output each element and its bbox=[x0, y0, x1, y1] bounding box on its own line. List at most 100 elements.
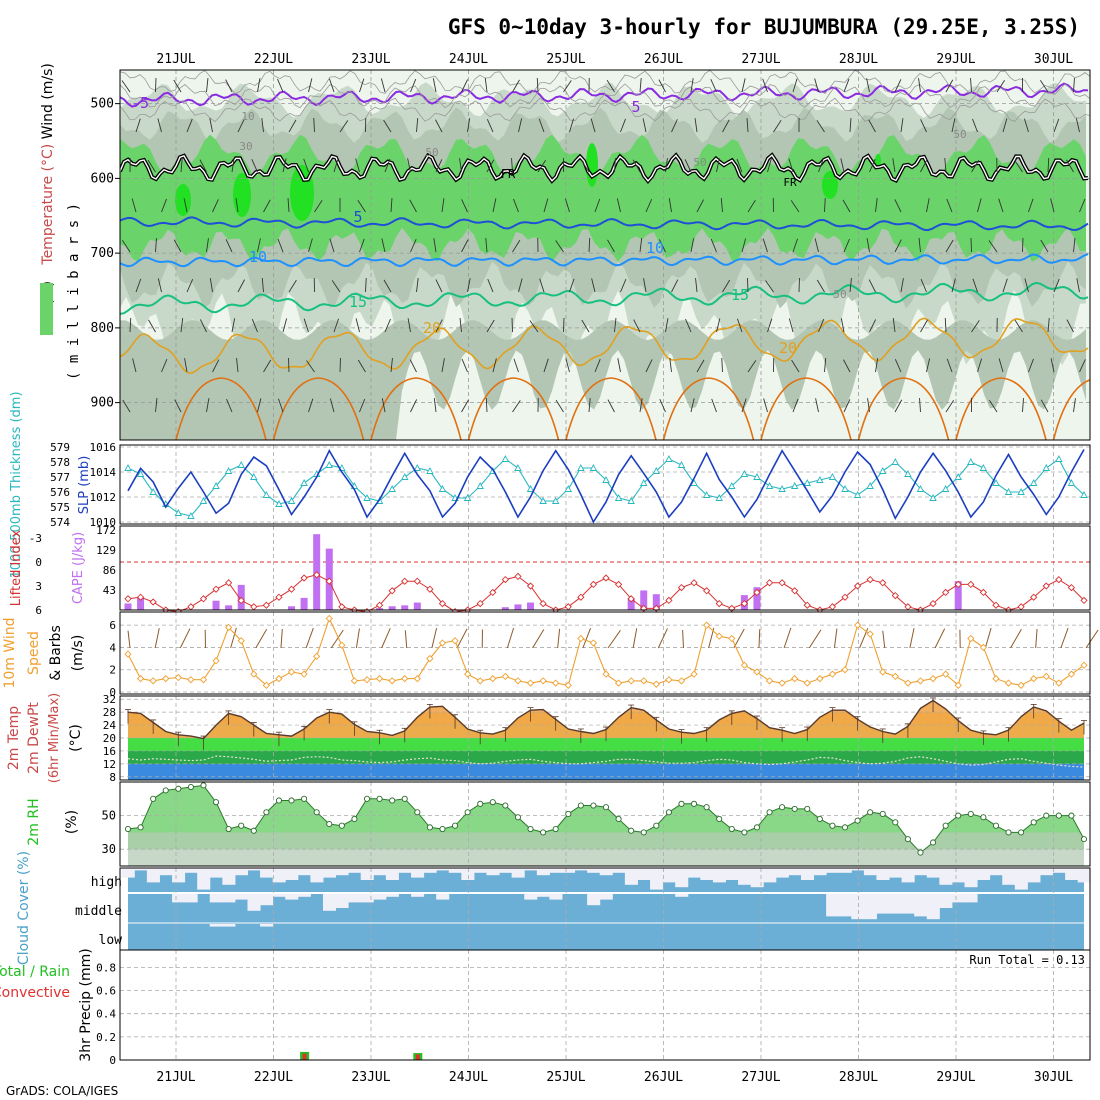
wind-barb bbox=[306, 360, 315, 373]
wind-barb bbox=[226, 398, 233, 413]
surface-wind-barb bbox=[305, 627, 314, 649]
wind-barb bbox=[919, 398, 921, 413]
wind-speed-marker bbox=[891, 672, 899, 681]
wind-speed-marker bbox=[652, 680, 660, 688]
wind-barb bbox=[790, 200, 800, 213]
li-marker bbox=[426, 585, 434, 593]
precip-panel-bg bbox=[120, 950, 1090, 1060]
date-label-bottom: 26JUL bbox=[644, 1070, 683, 1085]
wind-barb bbox=[512, 239, 521, 253]
rh-legend-swatch bbox=[40, 283, 53, 335]
date-label-bottom: 27JUL bbox=[741, 1070, 780, 1085]
wind-barb bbox=[590, 118, 596, 133]
date-label-bottom: 25JUL bbox=[546, 1070, 585, 1085]
contour-temp-25 bbox=[175, 377, 267, 440]
cape-tick: 86 bbox=[103, 564, 116, 577]
wind-barb bbox=[433, 238, 437, 253]
cape-bar bbox=[627, 597, 635, 610]
thickness-tick: 577 bbox=[50, 471, 70, 484]
wind-barb bbox=[173, 239, 182, 253]
temp-band-low bbox=[128, 763, 1084, 780]
wind-speed-marker bbox=[438, 639, 447, 647]
cape-bar bbox=[212, 600, 220, 610]
cloud-gap-high bbox=[838, 868, 852, 873]
wind-barb bbox=[875, 358, 879, 373]
wind-barb bbox=[918, 238, 921, 253]
cloud-gap-high bbox=[851, 868, 865, 871]
wind-barb bbox=[695, 278, 698, 293]
wind-barb bbox=[409, 199, 417, 213]
wind-barb bbox=[926, 358, 931, 373]
wind-barb bbox=[441, 198, 445, 213]
cloud-gap-high bbox=[964, 868, 978, 888]
thickness-marker bbox=[501, 455, 510, 462]
cloud-gap-high bbox=[738, 868, 752, 885]
cloud-cover-panel: high middle low Cloud Cover (%) bbox=[16, 851, 1091, 965]
cloud-gap-high bbox=[536, 868, 550, 876]
wind-barb bbox=[251, 159, 258, 173]
cloud-gap-middle bbox=[222, 894, 236, 903]
cloud-gap-middle bbox=[826, 894, 840, 917]
thickness-marker bbox=[300, 479, 308, 486]
wind-barb bbox=[970, 78, 972, 93]
li-marker bbox=[438, 599, 447, 608]
rh-marker bbox=[917, 849, 924, 856]
wind-barb bbox=[944, 317, 947, 333]
wind-barb bbox=[288, 279, 297, 293]
thickness-marker bbox=[916, 485, 925, 492]
thickness-marker bbox=[627, 497, 635, 504]
thickness-marker bbox=[904, 470, 912, 477]
wind-barb bbox=[951, 278, 956, 293]
li-marker bbox=[1080, 596, 1088, 605]
cloud-gap-high bbox=[197, 868, 211, 890]
wind-barb bbox=[512, 400, 521, 413]
wind-barb bbox=[696, 199, 704, 213]
wind-barb bbox=[263, 359, 272, 373]
li-marker bbox=[602, 574, 610, 582]
slp-tick: 1016 bbox=[90, 441, 117, 454]
wind-barb bbox=[607, 399, 615, 413]
rh-marker bbox=[552, 825, 559, 833]
wind-barb bbox=[971, 159, 980, 173]
temperature-contours bbox=[120, 70, 1090, 440]
cloud-gap-high bbox=[146, 868, 160, 883]
wind-barb bbox=[815, 398, 819, 413]
wind-barb bbox=[632, 159, 641, 173]
thickness-marker bbox=[275, 500, 283, 507]
wind-barb bbox=[329, 398, 335, 413]
wind-barb bbox=[818, 158, 824, 173]
wind-barb bbox=[741, 238, 747, 253]
wind-barb bbox=[971, 320, 980, 333]
wind-speed-marker bbox=[564, 681, 572, 689]
wind-barb bbox=[135, 118, 141, 133]
cloud-gap-high bbox=[461, 868, 475, 880]
wind-barb bbox=[486, 319, 495, 333]
wind-barb bbox=[467, 118, 471, 133]
wind-barb bbox=[849, 118, 852, 133]
wind-barb bbox=[617, 358, 621, 373]
wind-barb bbox=[331, 280, 341, 293]
wind-barb bbox=[1079, 198, 1086, 213]
li-marker bbox=[765, 579, 774, 587]
rh-marker bbox=[162, 787, 169, 794]
wind-barb bbox=[308, 398, 314, 413]
li-marker bbox=[879, 579, 887, 587]
thickness-marker bbox=[967, 458, 975, 465]
wind-barb bbox=[843, 238, 850, 253]
rh-marker bbox=[779, 804, 786, 811]
precip-tick: 0.2 bbox=[96, 1031, 116, 1044]
li-marker bbox=[338, 603, 346, 611]
cloud-gap-high bbox=[310, 868, 324, 883]
rh-2m-panel: 30 50 2m RH (%) bbox=[26, 781, 1091, 867]
cloud-gap-middle bbox=[851, 894, 865, 920]
wind-speed-marker bbox=[451, 637, 459, 645]
li-marker bbox=[212, 585, 220, 593]
cloud-gap-high bbox=[385, 868, 399, 880]
cloud-gap-high bbox=[675, 868, 689, 888]
cloud-gap-high bbox=[184, 868, 198, 873]
wind-speed-marker bbox=[614, 679, 623, 687]
rh-marker bbox=[867, 809, 874, 816]
cloud-gap-middle bbox=[901, 894, 915, 914]
thickness-marker bbox=[954, 473, 962, 480]
wind-barb bbox=[767, 318, 773, 333]
